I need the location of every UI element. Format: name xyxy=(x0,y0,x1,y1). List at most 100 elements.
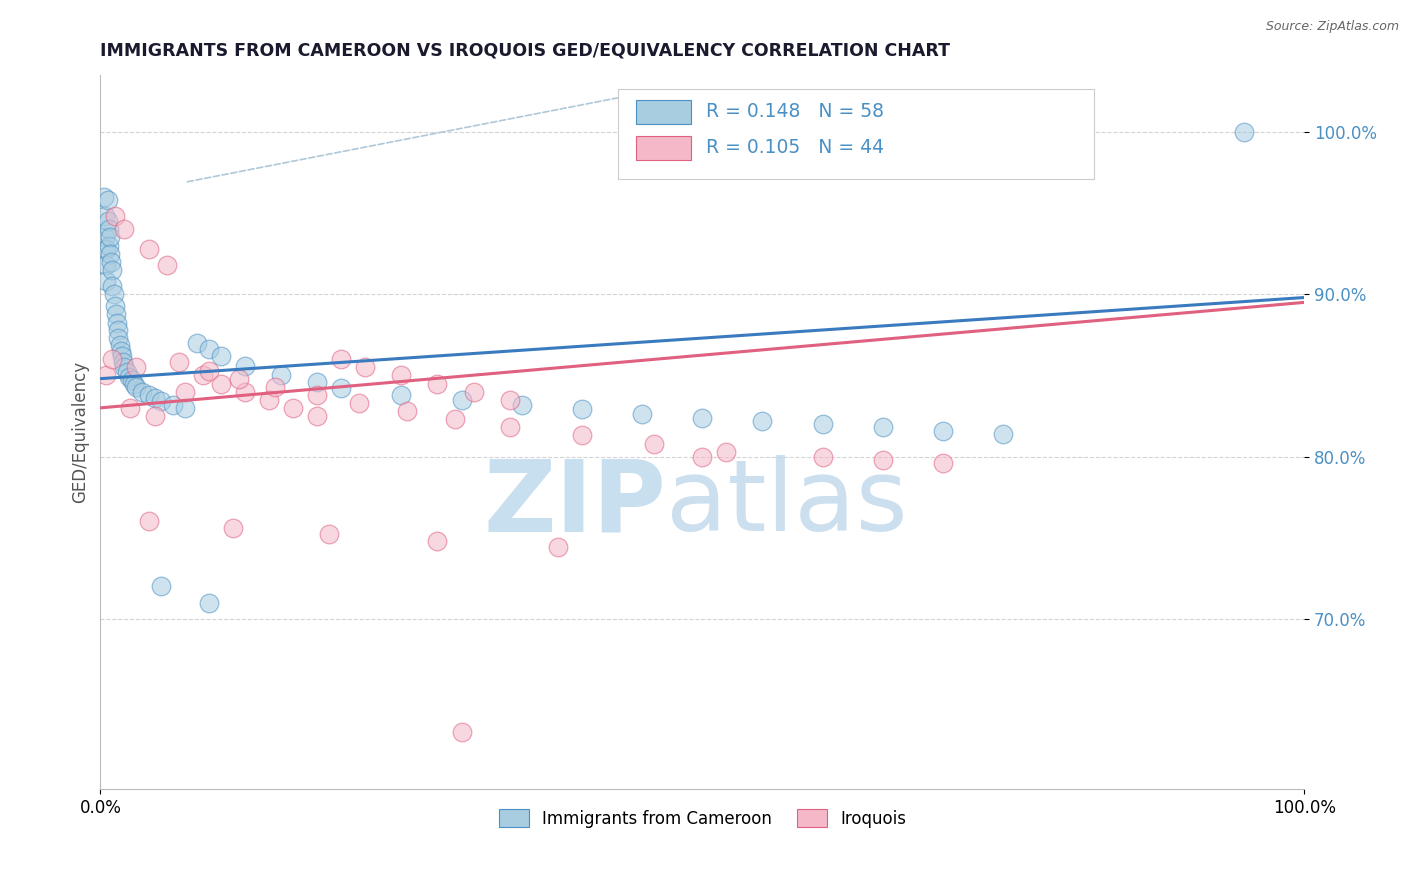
Point xyxy=(257,392,280,407)
Point xyxy=(932,424,955,438)
Point xyxy=(450,725,472,739)
Point xyxy=(97,222,120,236)
Point xyxy=(186,335,208,350)
Point xyxy=(318,527,340,541)
Point xyxy=(138,242,160,256)
Point xyxy=(716,444,738,458)
Text: R = 0.148   N = 58: R = 0.148 N = 58 xyxy=(706,102,884,121)
Point xyxy=(932,456,955,470)
Point xyxy=(112,355,135,369)
Point xyxy=(149,394,172,409)
Point xyxy=(305,388,328,402)
Legend: Immigrants from Cameroon, Iroquois: Immigrants from Cameroon, Iroquois xyxy=(492,803,912,834)
Point xyxy=(547,541,569,555)
Point xyxy=(571,402,593,417)
Point xyxy=(105,317,128,331)
Point xyxy=(264,380,287,394)
Point xyxy=(101,263,124,277)
Point xyxy=(191,368,214,383)
Point xyxy=(101,352,124,367)
Point xyxy=(228,372,250,386)
Point xyxy=(94,230,117,244)
Point xyxy=(690,450,713,464)
Point xyxy=(96,242,118,256)
Point xyxy=(96,274,118,288)
Point xyxy=(118,370,141,384)
Text: atlas: atlas xyxy=(666,455,908,552)
Point xyxy=(131,384,153,399)
Point xyxy=(197,363,219,377)
Point xyxy=(751,414,773,428)
Point xyxy=(108,337,131,351)
Point xyxy=(98,230,121,244)
Point xyxy=(347,396,370,410)
Point xyxy=(510,398,533,412)
Point xyxy=(143,391,166,405)
Point xyxy=(97,214,120,228)
Point xyxy=(444,412,467,426)
Point xyxy=(281,401,304,415)
Text: ZIP: ZIP xyxy=(484,455,666,552)
Point xyxy=(571,428,593,442)
Point xyxy=(811,450,834,464)
Point xyxy=(125,360,148,375)
Point xyxy=(305,375,328,389)
Point xyxy=(643,436,665,450)
Point xyxy=(305,409,328,423)
Point xyxy=(105,307,128,321)
Point xyxy=(101,279,124,293)
Point xyxy=(993,426,1015,441)
Point xyxy=(162,398,184,412)
Text: IMMIGRANTS FROM CAMEROON VS IROQUOIS GED/EQUIVALENCY CORRELATION CHART: IMMIGRANTS FROM CAMEROON VS IROQUOIS GED… xyxy=(100,42,950,60)
Point xyxy=(138,515,160,529)
Point xyxy=(138,388,160,402)
Point xyxy=(426,533,449,548)
Point xyxy=(93,190,115,204)
Point xyxy=(103,287,125,301)
Point xyxy=(121,373,143,387)
Point xyxy=(197,596,219,610)
FancyBboxPatch shape xyxy=(619,89,1094,178)
Point xyxy=(1233,125,1256,139)
Point xyxy=(104,299,127,313)
Point xyxy=(104,210,127,224)
Point xyxy=(155,258,177,272)
Point xyxy=(426,376,449,391)
Point xyxy=(354,360,377,375)
Point xyxy=(120,401,142,415)
Point xyxy=(463,384,485,399)
Point xyxy=(498,392,520,407)
Text: Source: ZipAtlas.com: Source: ZipAtlas.com xyxy=(1265,20,1399,33)
Point xyxy=(450,392,472,407)
Point xyxy=(233,384,256,399)
Point xyxy=(115,365,138,379)
Point xyxy=(233,359,256,373)
Point xyxy=(872,420,894,434)
FancyBboxPatch shape xyxy=(636,100,692,125)
Point xyxy=(107,331,129,345)
Point xyxy=(270,368,292,383)
Point xyxy=(173,401,195,415)
Point xyxy=(396,404,419,418)
Point xyxy=(197,343,219,357)
Point xyxy=(872,452,894,467)
Point xyxy=(222,521,245,535)
Point xyxy=(112,222,135,236)
Point xyxy=(125,380,148,394)
Point xyxy=(94,210,117,224)
Point xyxy=(330,352,353,367)
Point xyxy=(631,408,654,422)
Text: R = 0.105   N = 44: R = 0.105 N = 44 xyxy=(706,138,884,157)
Point xyxy=(173,384,195,399)
Point xyxy=(389,388,412,402)
Point xyxy=(209,376,232,391)
Point xyxy=(690,410,713,425)
Point xyxy=(96,258,118,272)
Point xyxy=(97,238,120,252)
Point xyxy=(98,246,121,260)
Point xyxy=(811,417,834,431)
Point xyxy=(122,376,145,391)
FancyBboxPatch shape xyxy=(636,136,692,161)
Point xyxy=(498,420,520,434)
Y-axis label: GED/Equivalency: GED/Equivalency xyxy=(72,361,89,503)
